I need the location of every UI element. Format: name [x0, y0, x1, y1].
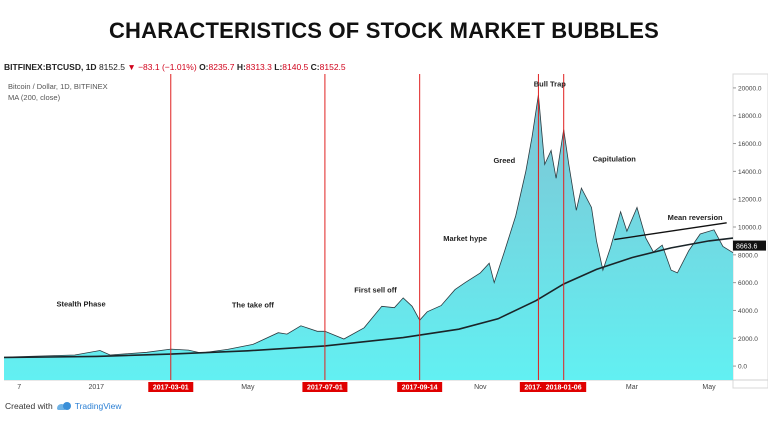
phase-date-tag [302, 382, 348, 392]
y-tick-label: 2000.0 [738, 336, 758, 343]
last-price-label: 8663.6 [736, 244, 758, 251]
ticker-last: 8152.5 [98, 62, 125, 72]
high-label: H: [236, 62, 246, 72]
price-area [4, 94, 733, 381]
phase-date-label: 2017-07-01 [307, 385, 343, 392]
ticker-symbol: BITFINEX:BTCUSD, 1D [4, 62, 97, 72]
footer: Created with TradingView [5, 401, 122, 411]
y-tick-label: 12000.0 [738, 197, 762, 204]
y-tick-label: 8000.0 [738, 252, 758, 259]
x-tick-label: May [241, 384, 255, 391]
tradingview-logo-icon [56, 401, 71, 411]
phase-date-tag [397, 382, 443, 392]
phase-annotation: Capitulation [593, 155, 637, 164]
y-tick-label: 4000.0 [738, 308, 758, 315]
indicator-label: MA (200, close) [8, 93, 61, 102]
created-with-label: Created with [5, 401, 53, 411]
y-tick-label: 16000.0 [738, 141, 762, 148]
phase-annotation: Market hype [443, 234, 487, 243]
y-tick-label: 14000.0 [738, 169, 762, 176]
y-tick-label: 0.0 [738, 364, 747, 371]
phase-date-label: 2017-03-01 [153, 385, 189, 392]
close-value: 8152.5 [319, 62, 346, 72]
x-tick-label: Nov [474, 384, 487, 391]
phase-annotation: First sell off [354, 285, 397, 294]
x-tick-label: Mar [626, 384, 639, 391]
x-tick-label: 2017 [88, 384, 104, 391]
x-tick-label: 7 [17, 384, 21, 391]
low-label: L: [274, 62, 283, 72]
phase-annotation: The take off [232, 301, 275, 310]
phase-date-label: 2017-12- [524, 385, 553, 392]
open-label: O: [199, 62, 209, 72]
y-tick-label: 18000.0 [738, 113, 762, 120]
phase-date-label: 2018-01-06 [546, 385, 582, 392]
y-tick-label: 20000.0 [738, 85, 762, 92]
y-axis-panel [732, 73, 768, 389]
ticker-bar: BITFINEX:BTCUSD, 1D 8152.5 ▼ −83.1 (−1.0… [4, 62, 346, 72]
mean-reversion-trend-line [614, 222, 727, 241]
phase-annotation: Stealth Phase [56, 299, 105, 308]
ticker-change: ▼ −83.1 (−1.01%) [127, 62, 197, 72]
phase-date-tag [519, 382, 558, 392]
open-value: 8235.7 [208, 62, 235, 72]
last-price-tag [733, 240, 766, 251]
y-tick-label: 6000.0 [738, 280, 758, 287]
instrument-label: Bitcoin / Dollar, 1D, BITFINEX [8, 82, 108, 91]
page-title: CHARACTERISTICS OF STOCK MARKET BUBBLES [108, 18, 660, 43]
y-tick-label: 10000.0 [738, 225, 762, 232]
tradingview-link[interactable]: TradingView [74, 401, 122, 411]
moving-average-line [3, 237, 734, 359]
phase-annotation: Bull Trap [534, 80, 567, 89]
x-tick-label: May [702, 384, 716, 391]
phase-annotation: Mean reversion [668, 213, 723, 222]
phase-annotation: Greed [493, 156, 515, 165]
price-line [3, 94, 734, 358]
phase-date-label: 2017-09-14 [402, 385, 438, 392]
close-label: C: [310, 62, 320, 72]
phase-date-tag [148, 382, 194, 392]
high-value: 8313.3 [245, 62, 272, 72]
low-value: 8140.5 [282, 62, 309, 72]
phase-date-tag [541, 382, 587, 392]
